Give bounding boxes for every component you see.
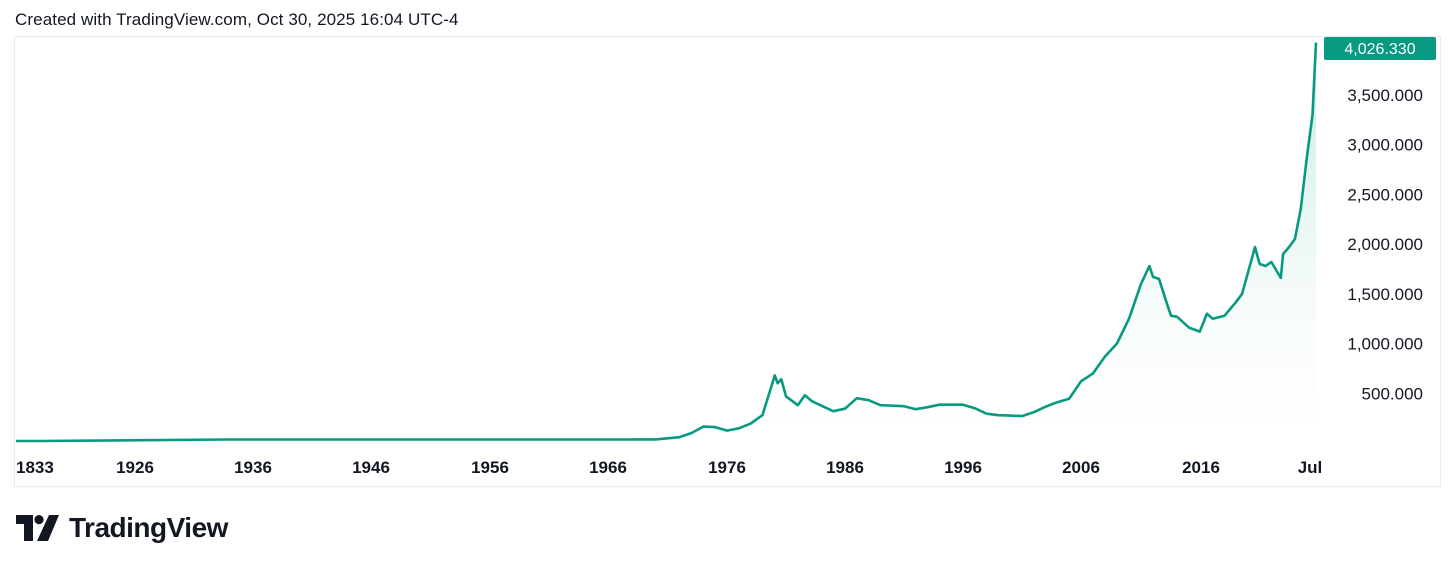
- brand-name: TradingView: [69, 512, 228, 543]
- y-tick-label: 2,000.000: [1347, 235, 1423, 254]
- x-tick-label: 1996: [944, 458, 982, 477]
- y-tick-label: 3,000.000: [1347, 136, 1423, 155]
- tradingview-brand[interactable]: TradingView: [16, 512, 228, 544]
- last-value-label: 4,026.330: [1344, 41, 1415, 58]
- x-tick-label: 2016: [1182, 458, 1220, 477]
- last-value-marker: 4,026.330: [1324, 37, 1436, 60]
- price-area-fill: [16, 42, 1316, 443]
- x-tick-label: 1946: [352, 458, 390, 477]
- y-tick-label: 2,500.000: [1347, 185, 1423, 204]
- x-tick-label: 1926: [116, 458, 154, 477]
- x-tick-label: 1833: [16, 458, 54, 477]
- x-tick-label: 1976: [708, 458, 746, 477]
- y-tick-label: 3,500.000: [1347, 86, 1423, 105]
- x-tick-label: 1986: [826, 458, 864, 477]
- y-tick-label: 500.000: [1362, 384, 1423, 403]
- x-tick-label: 1936: [234, 458, 272, 477]
- x-tick-label: 1966: [589, 458, 627, 477]
- chart-panel[interactable]: [14, 36, 1441, 487]
- x-tick-label: Jul: [1298, 458, 1323, 477]
- tradingview-logo-icon: [16, 515, 59, 541]
- price-line: [16, 42, 1318, 443]
- x-axis: 1833 1926 1936 1946 1956 1966 1976 1986 1996 2006…: [16, 458, 1322, 477]
- x-tick-label: 2006: [1062, 458, 1100, 477]
- y-axis: 500.000 1,000.000 1,500.000 2,000.000 2,500.…: [1347, 86, 1423, 403]
- y-tick-label: 1,500.000: [1347, 285, 1423, 304]
- x-tick-label: 1956: [471, 458, 509, 477]
- y-tick-label: 1,000.000: [1347, 335, 1423, 354]
- price-chart[interactable]: 1833 1926 1936 1946 1956 1966 1976 1986 1996 2006…: [0, 0, 1456, 500]
- last-value-badge: [1324, 37, 1436, 60]
- created-with-caption: Created with TradingView.com, Oct 30, 20…: [15, 10, 459, 29]
